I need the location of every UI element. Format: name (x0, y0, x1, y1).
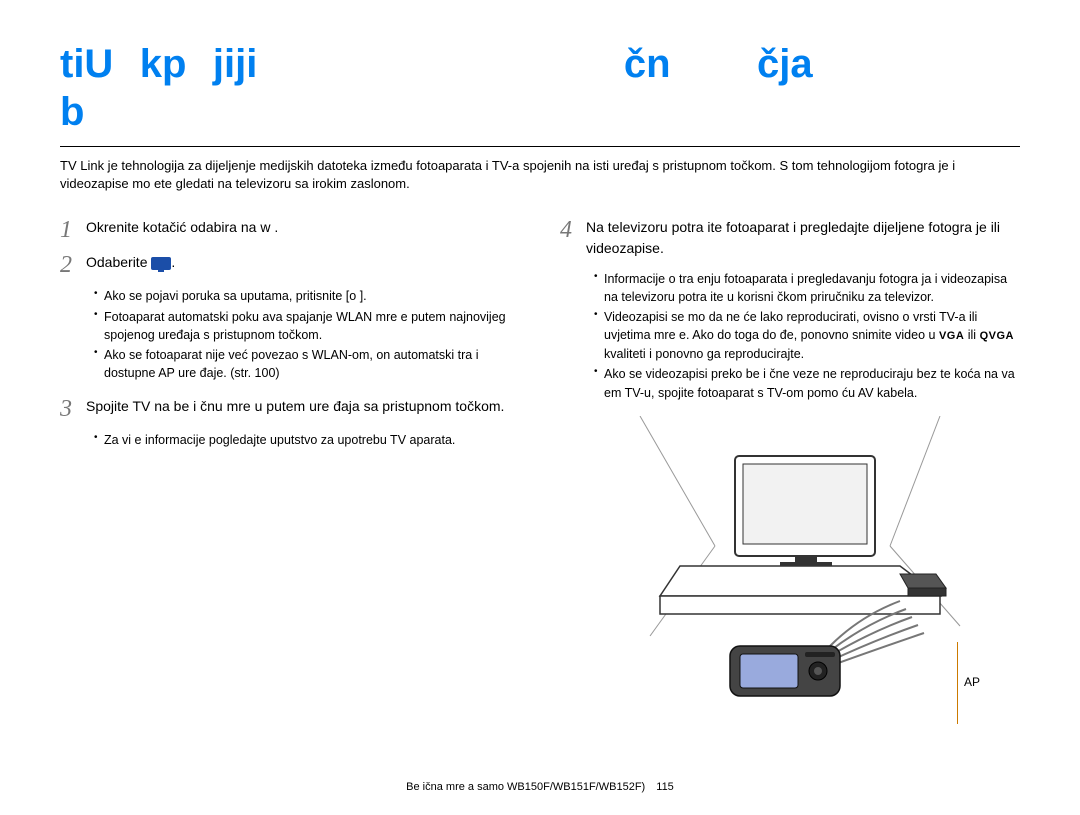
step-4: 4 Na televizoru potra ite fotoaparat i p… (560, 217, 1020, 260)
step-number: 1 (60, 217, 86, 242)
step-3: 3 Spojite TV na be i čnu mre u putem ure… (60, 396, 520, 421)
footer-text: Be ična mre a samo WB150F/WB151F/WB152F) (406, 781, 645, 793)
step-3-notes: Za vi e informacije pogledajte uputstvo … (60, 431, 520, 449)
page-number: 115 (656, 781, 674, 793)
list-item: Ako se pojavi poruka sa uputama, pritisn… (94, 287, 520, 305)
step-text: Odaberite . (86, 252, 520, 275)
page-title: tiU kp jiji čn čja b (60, 40, 1020, 136)
list-item: Ako se videozapisi preko be i čne veze n… (594, 365, 1020, 401)
step-number: 4 (560, 217, 586, 260)
step-2-notes: Ako se pojavi poruka sa uputama, pritisn… (60, 287, 520, 382)
ap-line (957, 642, 958, 724)
step-text-part: Odaberite (86, 254, 151, 270)
intro-text: TV Link je tehnologija za dijeljenje med… (60, 157, 1020, 193)
list-item: Informacije o tra enju fotoaparata i pre… (594, 270, 1020, 306)
ap-label: AP (964, 674, 980, 691)
step-text: Okrenite kotačić odabira na w . (86, 217, 520, 240)
title-frag: tiU (60, 40, 113, 88)
left-column: 1 Okrenite kotačić odabira na w . 2 Odab… (60, 217, 520, 723)
page-footer: Be ična mre a samo WB150F/WB151F/WB152F)… (0, 781, 1080, 793)
step-4-notes: Informacije o tra enju fotoaparata i pre… (560, 270, 1020, 402)
step-2: 2 Odaberite . (60, 252, 520, 277)
diagram-svg (600, 416, 980, 706)
title-frag: čja (757, 40, 813, 88)
step-text: Spojite TV na be i čnu mre u putem ure đ… (86, 396, 520, 419)
step-text: Na televizoru potra ite fotoaparat i pre… (586, 217, 1020, 258)
title-frag: kp (140, 40, 187, 88)
list-item: Videozapisi se mo da ne će lako reproduc… (594, 308, 1020, 363)
step-number: 2 (60, 252, 86, 277)
step-1: 1 Okrenite kotačić odabira na w . (60, 217, 520, 242)
list-item: Fotoaparat automatski poku ava spajanje … (94, 308, 520, 344)
step-number: 3 (60, 396, 86, 421)
tv-camera-diagram: AP (560, 416, 1020, 724)
title-frag: jiji (213, 40, 257, 88)
title-frag: čn (624, 40, 671, 88)
tv-link-icon (151, 257, 171, 270)
list-item: Za vi e informacije pogledajte uputstvo … (94, 431, 520, 449)
title-frag: b (60, 88, 84, 136)
title-rule (60, 146, 1020, 147)
list-item: Ako se fotoaparat nije već povezao s WLA… (94, 346, 520, 382)
right-column: 4 Na televizoru potra ite fotoaparat i p… (560, 217, 1020, 723)
